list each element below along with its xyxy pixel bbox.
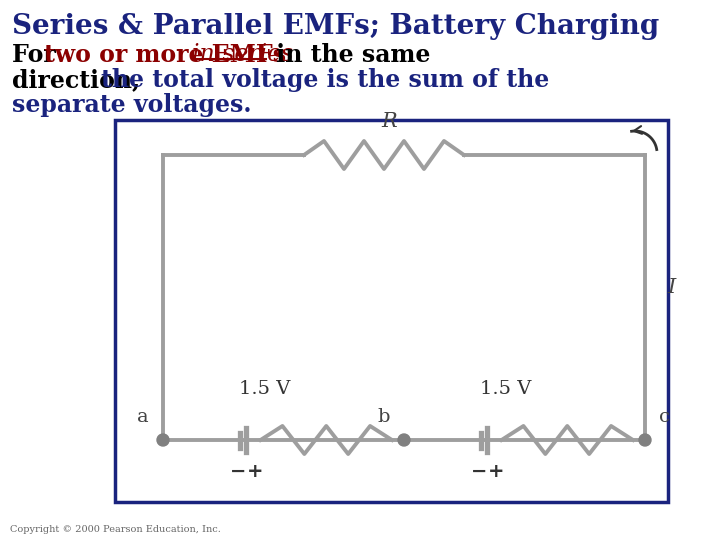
Text: in series: in series (192, 43, 293, 66)
Text: +: + (247, 462, 264, 481)
Text: For: For (12, 43, 64, 67)
Circle shape (639, 434, 651, 446)
Text: c: c (659, 408, 670, 426)
Text: 1.5 V: 1.5 V (238, 380, 290, 398)
Text: R: R (381, 112, 397, 131)
Text: Series & Parallel EMFs; Battery Charging: Series & Parallel EMFs; Battery Charging (12, 13, 660, 40)
Text: separate voltages.: separate voltages. (12, 93, 251, 117)
Text: a: a (138, 408, 149, 426)
Text: the total voltage is the sum of the: the total voltage is the sum of the (101, 68, 549, 92)
Text: I: I (667, 278, 675, 297)
Bar (115, 120, 668, 502)
Text: 1.5 V: 1.5 V (480, 380, 531, 398)
Text: in the same: in the same (268, 43, 431, 67)
Text: direction,: direction, (12, 68, 148, 92)
Text: −: − (472, 462, 487, 481)
Text: b: b (377, 408, 390, 426)
Circle shape (398, 434, 410, 446)
Text: Copyright © 2000 Pearson Education, Inc.: Copyright © 2000 Pearson Education, Inc. (10, 525, 221, 534)
Text: +: + (488, 462, 505, 481)
Circle shape (157, 434, 169, 446)
Text: −: − (230, 462, 247, 481)
Text: two or more EMFs: two or more EMFs (44, 43, 294, 67)
